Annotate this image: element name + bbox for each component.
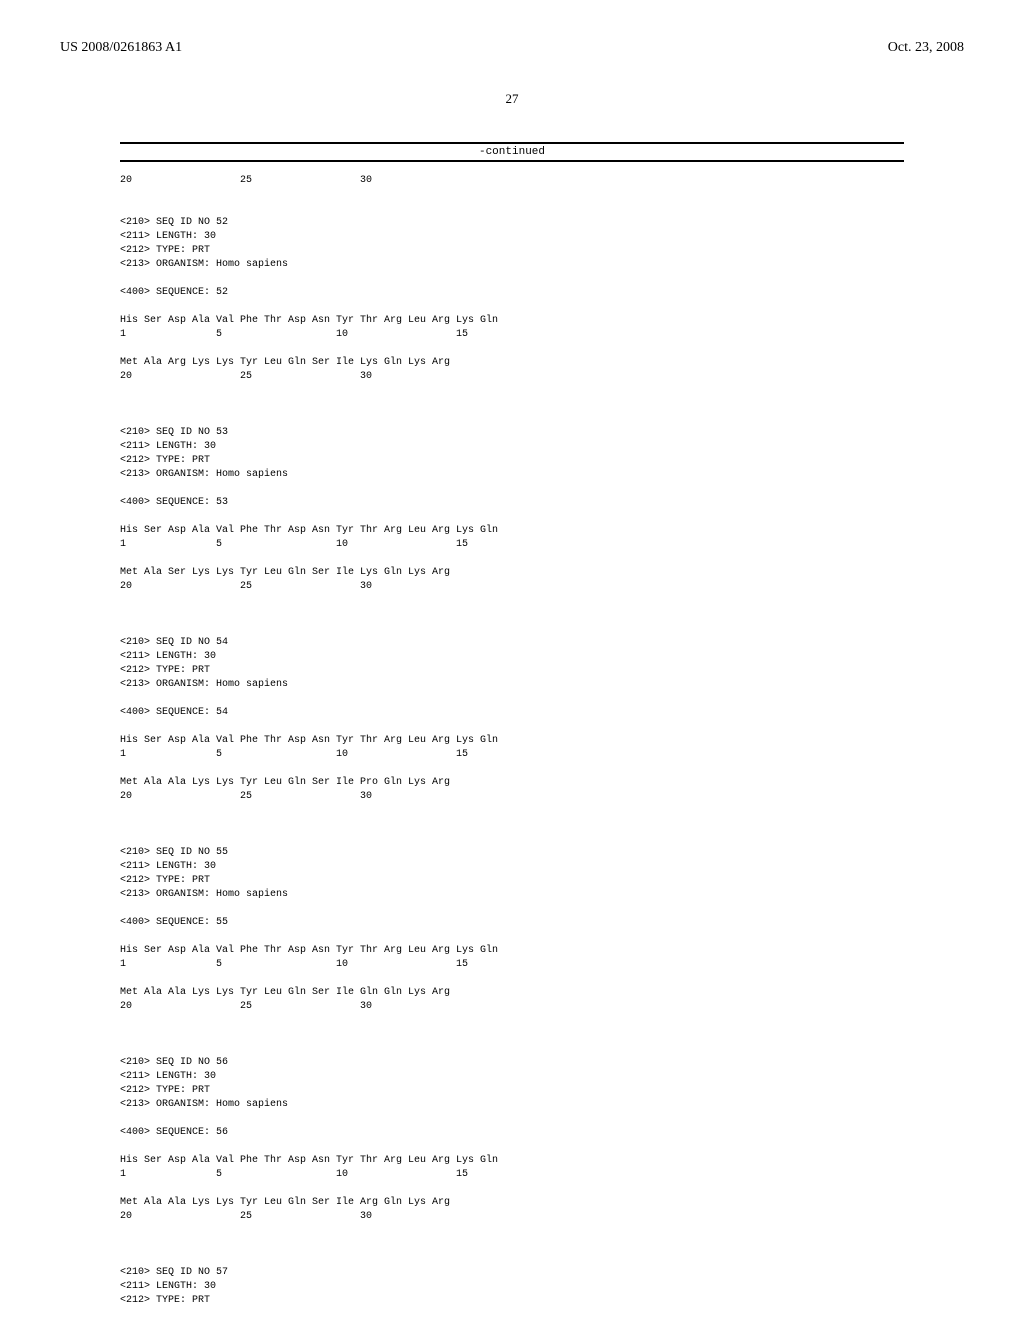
aa-line: Met Ala Ser Lys Lys Tyr Leu Gln Ser Ile …: [120, 567, 450, 578]
length-val: 30: [204, 651, 216, 662]
continued-label: -continued: [479, 146, 545, 158]
type-label: <212> TYPE:: [120, 245, 192, 256]
seq-num: 54: [216, 707, 228, 718]
type-val: PRT: [192, 875, 210, 886]
organism-val: Homo sapiens: [216, 259, 288, 270]
sequence-label: <400> SEQUENCE:: [120, 917, 216, 928]
organism-label: <213> ORGANISM:: [120, 469, 216, 480]
type-val: PRT: [192, 245, 210, 256]
length-label: <211> LENGTH:: [120, 231, 204, 242]
seq-id-label: <210> SEQ ID NO: [120, 427, 216, 438]
aa-line: His Ser Asp Ala Val Phe Thr Asp Asn Tyr …: [120, 1155, 498, 1166]
type-label: <212> TYPE:: [120, 455, 192, 466]
sequence-block-partial: <210> SEQ ID NO 57 <211> LENGTH: 30 <212…: [120, 1266, 904, 1308]
type-label: <212> TYPE:: [120, 665, 192, 676]
aa-line: His Ser Asp Ala Val Phe Thr Asp Asn Tyr …: [120, 945, 498, 956]
type-val: PRT: [192, 1085, 210, 1096]
length-val: 30: [204, 1281, 216, 1292]
position-line: 20 25 30: [120, 791, 372, 802]
sequence-block: <210> SEQ ID NO 54 <211> LENGTH: 30 <212…: [120, 636, 904, 804]
continued-separator: -continued: [120, 142, 904, 162]
organism-label: <213> ORGANISM:: [120, 889, 216, 900]
position-line: 20 25 30: [120, 581, 372, 592]
sequence-label: <400> SEQUENCE:: [120, 1127, 216, 1138]
length-val: 30: [204, 231, 216, 242]
aa-line: Met Ala Arg Lys Lys Tyr Leu Gln Ser Ile …: [120, 357, 450, 368]
aa-line: Met Ala Ala Lys Lys Tyr Leu Gln Ser Ile …: [120, 1197, 450, 1208]
publication-date: Oct. 23, 2008: [888, 40, 964, 56]
organism-label: <213> ORGANISM:: [120, 1099, 216, 1110]
aa-line: Met Ala Ala Lys Lys Tyr Leu Gln Ser Ile …: [120, 777, 450, 788]
seq-id-label: <210> SEQ ID NO: [120, 1057, 216, 1068]
type-val: PRT: [192, 665, 210, 676]
seq-id-label: <210> SEQ ID NO: [120, 217, 216, 228]
position-line: 1 5 10 15: [120, 1169, 468, 1180]
length-val: 30: [204, 861, 216, 872]
length-label: <211> LENGTH:: [120, 861, 204, 872]
position-line: 1 5 10 15: [120, 749, 468, 760]
position-line: 1 5 10 15: [120, 539, 468, 550]
type-label: <212> TYPE:: [120, 1295, 192, 1306]
seq-id-label: <210> SEQ ID NO: [120, 1267, 216, 1278]
position-line: 1 5 10 15: [120, 959, 468, 970]
sequence-block: <210> SEQ ID NO 52 <211> LENGTH: 30 <212…: [120, 216, 904, 384]
seq-id: 52: [216, 217, 228, 228]
seq-num: 55: [216, 917, 228, 928]
seq-id: 56: [216, 1057, 228, 1068]
aa-line: His Ser Asp Ala Val Phe Thr Asp Asn Tyr …: [120, 735, 498, 746]
aa-line: Met Ala Ala Lys Lys Tyr Leu Gln Ser Ile …: [120, 987, 450, 998]
length-label: <211> LENGTH:: [120, 1281, 204, 1292]
seq-id-label: <210> SEQ ID NO: [120, 637, 216, 648]
organism-val: Homo sapiens: [216, 679, 288, 690]
organism-val: Homo sapiens: [216, 1099, 288, 1110]
seq-id: 54: [216, 637, 228, 648]
sequence-content: 20 25 30 <210> SEQ ID NO 52 <211> LENGTH…: [120, 174, 904, 1308]
sequence-block: <210> SEQ ID NO 53 <211> LENGTH: 30 <212…: [120, 426, 904, 594]
sequence-label: <400> SEQUENCE:: [120, 497, 216, 508]
type-val: PRT: [192, 455, 210, 466]
organism-label: <213> ORGANISM:: [120, 679, 216, 690]
page-header: US 2008/0261863 A1 Oct. 23, 2008: [60, 40, 964, 56]
type-label: <212> TYPE:: [120, 875, 192, 886]
length-val: 30: [204, 441, 216, 452]
aa-line: His Ser Asp Ala Val Phe Thr Asp Asn Tyr …: [120, 525, 498, 536]
seq-num: 53: [216, 497, 228, 508]
position-line: 20 25 30: [120, 175, 372, 186]
seq-id: 57: [216, 1267, 228, 1278]
seq-num: 56: [216, 1127, 228, 1138]
aa-line: His Ser Asp Ala Val Phe Thr Asp Asn Tyr …: [120, 315, 498, 326]
sequence-block: <210> SEQ ID NO 55 <211> LENGTH: 30 <212…: [120, 846, 904, 1014]
sequence-label: <400> SEQUENCE:: [120, 287, 216, 298]
page-number: 27: [60, 91, 964, 107]
organism-val: Homo sapiens: [216, 469, 288, 480]
position-line: 20 25 30: [120, 1211, 372, 1222]
type-label: <212> TYPE:: [120, 1085, 192, 1096]
publication-number: US 2008/0261863 A1: [60, 40, 182, 56]
seq-id-label: <210> SEQ ID NO: [120, 847, 216, 858]
length-label: <211> LENGTH:: [120, 651, 204, 662]
seq-id: 53: [216, 427, 228, 438]
position-line: 1 5 10 15: [120, 329, 468, 340]
seq-num: 52: [216, 287, 228, 298]
seq-id: 55: [216, 847, 228, 858]
length-val: 30: [204, 1071, 216, 1082]
organism-label: <213> ORGANISM:: [120, 259, 216, 270]
length-label: <211> LENGTH:: [120, 1071, 204, 1082]
position-line: 20 25 30: [120, 1001, 372, 1012]
sequence-label: <400> SEQUENCE:: [120, 707, 216, 718]
organism-val: Homo sapiens: [216, 889, 288, 900]
type-val: PRT: [192, 1295, 210, 1306]
length-label: <211> LENGTH:: [120, 441, 204, 452]
sequence-block: <210> SEQ ID NO 56 <211> LENGTH: 30 <212…: [120, 1056, 904, 1224]
position-line: 20 25 30: [120, 371, 372, 382]
